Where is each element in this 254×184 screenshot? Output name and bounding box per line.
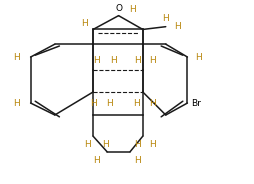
Text: H: H <box>13 53 20 61</box>
Text: H: H <box>84 140 91 149</box>
Text: H: H <box>162 14 168 23</box>
Text: H: H <box>173 22 180 31</box>
Text: H: H <box>133 100 139 108</box>
Text: Br: Br <box>191 99 200 107</box>
Text: H: H <box>106 100 113 108</box>
Text: H: H <box>134 140 140 149</box>
Text: H: H <box>129 5 135 14</box>
Text: H: H <box>90 100 97 108</box>
Text: H: H <box>13 99 20 107</box>
Text: H: H <box>93 56 100 65</box>
Text: H: H <box>81 19 87 28</box>
Text: H: H <box>149 100 156 108</box>
Text: O: O <box>115 4 122 13</box>
Text: H: H <box>110 56 116 65</box>
Text: H: H <box>93 156 100 164</box>
Text: H: H <box>149 56 156 65</box>
Text: H: H <box>134 156 140 164</box>
Text: H: H <box>102 140 109 149</box>
Text: H: H <box>195 53 201 61</box>
Text: H: H <box>134 56 140 65</box>
Text: H: H <box>149 140 156 149</box>
